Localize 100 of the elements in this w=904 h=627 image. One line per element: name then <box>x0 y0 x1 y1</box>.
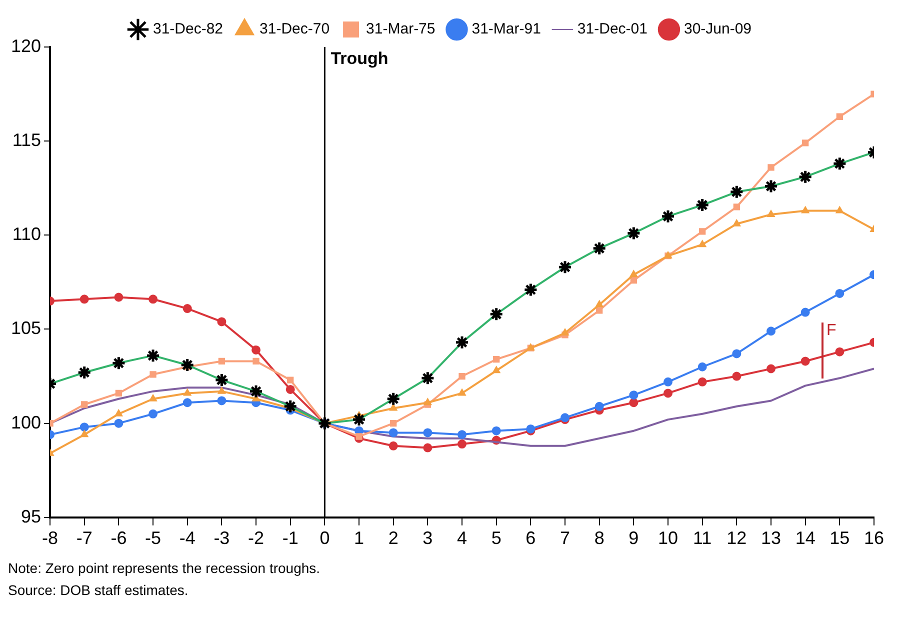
point <box>630 270 638 278</box>
point <box>423 443 432 452</box>
x-tick-label: -5 <box>145 528 162 548</box>
annotation: F <box>826 322 836 339</box>
y-tick-label: 105 <box>10 318 42 338</box>
point <box>388 441 398 450</box>
point <box>664 388 673 398</box>
point <box>458 440 467 449</box>
point <box>217 317 226 326</box>
x-tick-label: 11 <box>692 528 712 548</box>
point <box>81 401 88 408</box>
point <box>114 418 124 428</box>
point <box>596 307 603 314</box>
point <box>115 390 122 397</box>
point <box>287 376 294 384</box>
x-tick-label: -7 <box>76 528 92 548</box>
point <box>800 308 810 317</box>
point <box>835 347 844 356</box>
point <box>766 364 776 374</box>
x-tick-label: -8 <box>42 528 58 548</box>
point <box>699 228 706 235</box>
point <box>768 164 774 171</box>
point <box>218 386 226 394</box>
y-tick-label: 120 <box>10 36 42 56</box>
point <box>836 206 844 214</box>
point <box>732 349 742 358</box>
legend-label: 30-Jun-09 <box>684 20 752 38</box>
point <box>493 356 500 363</box>
point <box>182 398 192 408</box>
point <box>732 372 742 381</box>
x-tick-label: 9 <box>628 528 639 548</box>
legend-label: 31-Dec-70 <box>260 20 330 38</box>
x-tick-label: -3 <box>214 528 230 548</box>
x-tick-label: 2 <box>388 528 398 548</box>
x-tick-label: 10 <box>658 528 678 548</box>
x-tick-label: 1 <box>354 528 364 548</box>
point <box>148 294 158 304</box>
point <box>594 402 604 411</box>
point <box>835 288 844 298</box>
point <box>698 377 707 386</box>
x-tick-label: -6 <box>110 528 127 548</box>
point <box>424 398 432 406</box>
point <box>492 426 501 436</box>
point <box>252 345 261 354</box>
y-tick-label: 100 <box>10 412 42 432</box>
point <box>80 430 88 438</box>
point <box>148 409 158 418</box>
point <box>149 394 157 402</box>
legend-label: 31-Dec-82 <box>152 20 224 38</box>
x-tick-label: 5 <box>491 528 502 548</box>
x-tick-label: 6 <box>526 528 536 548</box>
point <box>286 384 295 394</box>
point <box>182 304 192 314</box>
y-tick-label: 115 <box>12 130 42 150</box>
x-tick-label: -1 <box>282 528 298 548</box>
legend-label: 31-Dec-01 <box>577 20 648 38</box>
point <box>800 356 810 366</box>
point <box>732 219 741 226</box>
x-tick-label: 15 <box>830 528 850 548</box>
point <box>733 204 740 210</box>
x-tick-label: 8 <box>594 528 604 548</box>
ref-line-label: Trough <box>330 49 388 68</box>
point <box>390 420 397 427</box>
y-tick-label: 95 <box>21 506 42 526</box>
x-tick-label: 12 <box>726 528 747 548</box>
x-tick-label: 4 <box>457 528 468 548</box>
point <box>629 398 638 408</box>
x-tick-label: -2 <box>248 528 264 548</box>
x-tick-label: 13 <box>760 528 782 548</box>
x-tick-label: -4 <box>179 528 196 548</box>
point <box>698 240 706 248</box>
point <box>356 433 362 440</box>
point <box>114 292 124 302</box>
point <box>664 377 673 386</box>
text: Note: Zero point represents the recession troughs. <box>8 559 322 578</box>
point <box>767 210 775 217</box>
x-tick-label: 7 <box>560 528 570 548</box>
point <box>183 388 192 396</box>
point <box>561 328 569 336</box>
point <box>80 294 89 304</box>
legend-label: 31-Mar-75 <box>366 20 436 38</box>
x-tick-label: 14 <box>795 528 816 548</box>
point <box>836 113 843 120</box>
point <box>458 430 467 440</box>
point <box>114 409 123 416</box>
point <box>629 390 638 400</box>
point <box>492 366 500 374</box>
x-tick-label: 3 <box>422 528 433 548</box>
point <box>595 300 604 308</box>
point <box>801 206 810 214</box>
point <box>458 388 466 396</box>
x-tick-label: 0 <box>320 528 330 548</box>
point <box>458 372 466 380</box>
legend-label: 31-Mar-91 <box>472 20 541 38</box>
point <box>630 276 638 284</box>
point <box>217 396 226 406</box>
point <box>388 428 398 438</box>
point <box>80 422 89 432</box>
point <box>698 362 707 372</box>
point <box>218 358 226 365</box>
